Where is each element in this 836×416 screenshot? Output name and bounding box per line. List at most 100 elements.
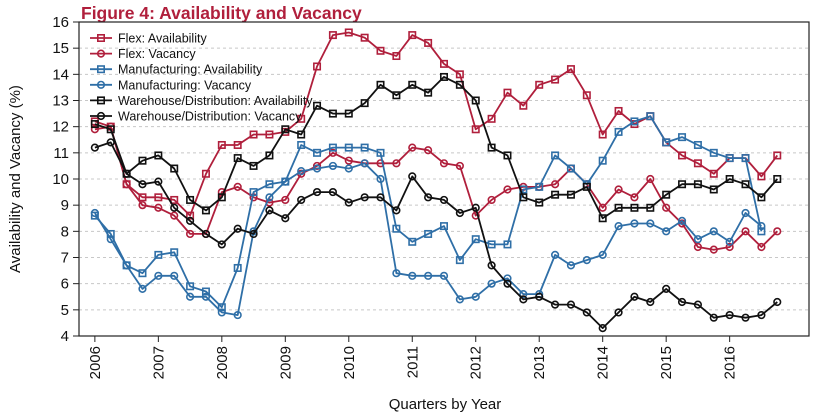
data-point (154, 250, 163, 259)
data-point (217, 303, 226, 312)
data-point (551, 190, 560, 199)
data-point (709, 169, 718, 178)
data-point (551, 75, 560, 84)
data-point (90, 208, 99, 218)
data-point (646, 297, 655, 307)
data-point (693, 140, 702, 149)
data-point (646, 112, 655, 121)
data-point (598, 130, 607, 139)
data-point (741, 180, 750, 189)
data-point (328, 31, 337, 40)
data-point (503, 240, 512, 249)
data-point (693, 159, 702, 168)
data-point (487, 195, 496, 205)
legend-item: Flex: Availability (90, 32, 207, 46)
data-point (725, 242, 734, 252)
data-point (757, 242, 766, 252)
x-axis-ticks: 2006 2007 2008 2009 2010 2011 2012 2013 2014 2015… (87, 336, 739, 379)
data-point (741, 313, 750, 322)
data-point (487, 143, 496, 152)
y-tick-label: 11 (53, 145, 69, 162)
data-point (455, 80, 464, 89)
x-tick-label: 2013 (531, 346, 548, 379)
data-point (185, 216, 195, 225)
data-point (725, 175, 734, 184)
data-point (154, 193, 163, 202)
data-point (487, 279, 496, 288)
data-point (614, 106, 623, 115)
legend-item: Flex: Vacancy (90, 47, 196, 61)
x-tick-label: 2008 (214, 346, 231, 379)
data-point (408, 31, 417, 40)
data-point (106, 125, 115, 134)
data-point (328, 161, 338, 171)
data-point (344, 198, 353, 207)
data-point (598, 203, 607, 212)
data-point (773, 151, 782, 160)
x-tick-label: 2011 (404, 346, 421, 378)
data-point (408, 143, 417, 152)
data-point (186, 195, 195, 204)
data-point (281, 125, 290, 134)
data-point (598, 214, 607, 223)
data-point (424, 193, 433, 202)
data-point (503, 88, 512, 97)
series-layer (90, 28, 782, 333)
data-point (138, 156, 147, 165)
data-point (598, 156, 607, 165)
data-point (678, 180, 687, 189)
data-point (297, 140, 306, 149)
data-point (138, 201, 147, 210)
legend-label: Warehouse/Distribution: Availability (118, 94, 313, 108)
legend-label: Flex: Availability (118, 32, 207, 46)
series-line (94, 115, 763, 309)
data-point (566, 164, 575, 173)
data-point (614, 222, 623, 231)
y-tick-label: 5 (61, 302, 69, 319)
data-point (170, 195, 179, 204)
data-point (233, 140, 242, 149)
data-point (662, 227, 671, 236)
chart-title: Figure 4: Availability and Vacancy (81, 3, 362, 23)
data-point (392, 91, 401, 100)
plot-frame (78, 21, 810, 337)
data-point (312, 164, 322, 173)
data-point (487, 114, 496, 123)
data-point (439, 271, 449, 280)
data-point (550, 300, 560, 309)
data-point (678, 151, 687, 160)
data-point (360, 159, 369, 168)
data-point (471, 211, 480, 220)
data-point (550, 180, 560, 189)
data-point (122, 180, 131, 189)
x-tick-label: 2010 (341, 346, 358, 379)
data-point (328, 143, 337, 152)
data-point (170, 164, 179, 173)
data-point (376, 148, 385, 157)
data-point (757, 227, 766, 236)
data-point (312, 187, 322, 197)
y-tick-label: 15 (52, 40, 69, 57)
data-point (773, 297, 782, 307)
data-point (693, 242, 703, 252)
y-axis-label: Availability and Vacancy (%) (7, 85, 24, 273)
data-point (582, 256, 591, 265)
data-point (186, 211, 195, 220)
data-point (233, 182, 242, 191)
data-point (439, 72, 448, 81)
data-point (471, 96, 480, 105)
data-point (773, 175, 782, 184)
data-point (646, 174, 655, 184)
data-point (598, 250, 607, 259)
y-tick-label: 12 (52, 119, 69, 136)
data-point (265, 193, 274, 202)
data-point (662, 190, 671, 199)
data-point (614, 185, 623, 194)
data-point (408, 80, 417, 89)
series-warehouse-distribution-availability (90, 72, 782, 223)
data-point (170, 211, 179, 220)
data-point (725, 237, 734, 246)
data-point (455, 161, 464, 171)
data-point (773, 227, 782, 236)
data-point (376, 174, 385, 184)
